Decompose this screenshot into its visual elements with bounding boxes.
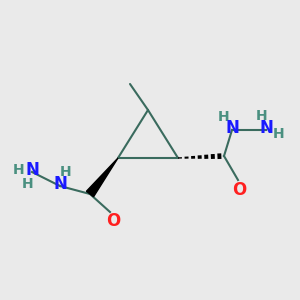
Text: H: H (256, 109, 268, 123)
Text: N: N (53, 175, 67, 193)
Polygon shape (86, 158, 118, 197)
Text: H: H (273, 127, 285, 141)
Text: N: N (225, 119, 239, 137)
Text: O: O (106, 212, 120, 230)
Text: H: H (13, 163, 25, 177)
Text: N: N (25, 161, 39, 179)
Text: O: O (232, 181, 246, 199)
Text: N: N (259, 119, 273, 137)
Text: H: H (60, 165, 72, 179)
Text: H: H (218, 110, 230, 124)
Text: H: H (22, 177, 34, 191)
